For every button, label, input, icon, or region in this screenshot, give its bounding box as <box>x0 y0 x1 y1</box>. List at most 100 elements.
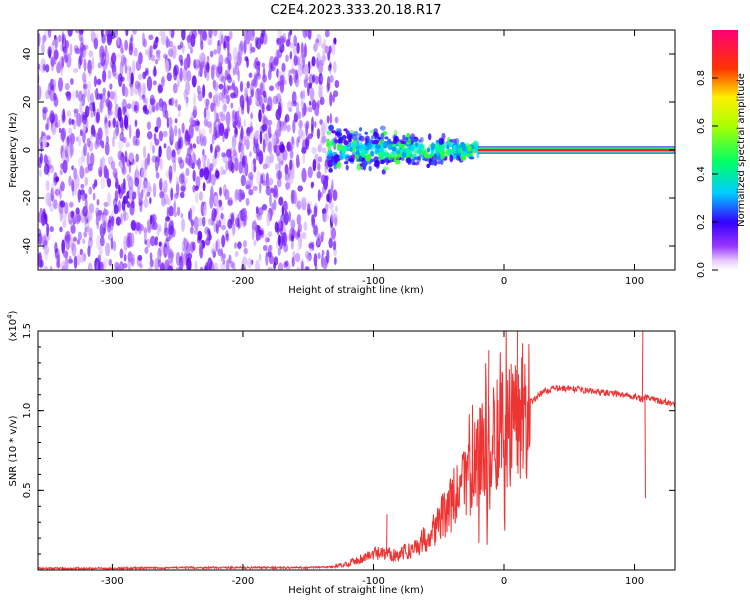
spectrogram-cell <box>47 46 52 58</box>
spectrogram-cell <box>119 248 124 259</box>
spectrogram-cell <box>273 56 279 62</box>
spectrogram-cell <box>71 239 75 252</box>
spectrogram-cell <box>321 186 326 194</box>
spectrogram-cell <box>123 211 129 222</box>
spectrogram-cell <box>149 252 153 261</box>
spectrogram-cell <box>370 150 375 157</box>
spectrogram-cell <box>39 152 43 164</box>
spectrogram-cell <box>249 121 253 134</box>
spectrogram-cell <box>327 159 334 168</box>
spectrogram-cell <box>365 147 370 151</box>
spectrogram-cell <box>133 104 138 112</box>
spectrogram-cell <box>248 72 253 78</box>
spectrogram-cell <box>262 245 268 251</box>
spectrogram-cell <box>116 120 119 128</box>
spectrogram-cell <box>228 30 233 40</box>
spectrogram-cell <box>333 153 339 162</box>
spectrogram-cell <box>320 174 326 185</box>
spectrogram-cell <box>110 237 114 250</box>
spectrogram-cell <box>42 108 47 121</box>
spectrogram-cell <box>254 36 259 48</box>
spectrogram-cell <box>295 101 300 117</box>
spectrogram-cell <box>234 250 239 257</box>
spectrogram-cell <box>235 120 241 128</box>
spectrogram-cell <box>218 91 223 101</box>
spectrogram-cell <box>321 147 327 154</box>
spectrogram-cell <box>185 80 191 96</box>
spectrogram-x-tick-label: -200 <box>232 276 255 287</box>
spectrogram-cell <box>174 141 180 151</box>
spectrogram-cell <box>445 149 449 158</box>
spectrogram-cell <box>303 122 308 129</box>
spectrogram-cell <box>56 186 60 198</box>
spectrogram-cell <box>109 83 113 90</box>
spectrogram-cell <box>181 218 186 232</box>
spectrogram-cell <box>382 151 387 158</box>
spectrogram-cell <box>203 265 208 270</box>
spectrogram-cell <box>101 214 108 229</box>
spectrogram-cell <box>115 124 120 137</box>
spectrogram-cell <box>314 102 320 117</box>
colorbar-gradient <box>712 30 738 270</box>
spectrogram-cell <box>256 60 261 66</box>
spectrogram-cell <box>245 32 251 45</box>
spectrogram-cell <box>277 80 281 87</box>
spectrogram-cell <box>325 203 329 213</box>
spectrogram-y-tick-label: 0 <box>22 147 33 153</box>
spectrogram-cell <box>71 119 75 125</box>
spectrogram-cell <box>195 175 201 189</box>
spectrogram-cell <box>180 185 186 192</box>
spectrogram-cell <box>43 163 50 175</box>
spectrogram-cell <box>290 219 296 230</box>
spectrogram-cell <box>259 130 263 145</box>
spectrogram-cell <box>133 47 138 57</box>
spectrogram-cell <box>158 98 164 108</box>
spectrogram-cell <box>306 252 311 262</box>
spectrogram-cell <box>80 183 85 189</box>
spectrogram-cell <box>66 136 70 146</box>
spectrogram-cell <box>228 254 232 264</box>
snr-y-tick-label: 1.5 <box>22 323 33 339</box>
spectrogram-cell <box>261 123 268 132</box>
spectrogram-cell <box>152 221 158 231</box>
spectrogram-cell <box>168 98 173 106</box>
spectrogram-cell <box>400 140 406 145</box>
spectrogram-cell <box>334 116 339 124</box>
spectrogram-cell <box>143 177 148 189</box>
spectrogram-cell <box>112 240 117 252</box>
chart-title: C2E4.2023.333.20.18.R17 <box>270 3 441 18</box>
spectrogram-cell <box>143 226 147 242</box>
spectrogram-cell <box>311 147 317 155</box>
spectrogram-cell <box>73 236 77 242</box>
spectrogram-cell <box>277 170 283 180</box>
spectrogram-cell <box>166 197 171 205</box>
spectrogram-cell <box>301 112 305 118</box>
spectrogram-cell <box>75 89 79 99</box>
spectrogram-cell <box>240 127 244 140</box>
spectrogram-cell <box>232 113 235 127</box>
spectrogram-cell <box>315 38 320 44</box>
spectrogram-cell <box>252 158 257 166</box>
spectrogram-cell <box>174 125 178 137</box>
spectrogram-cell <box>173 193 178 202</box>
spectrogram-cell <box>194 185 199 191</box>
spectrogram-cell <box>135 153 139 163</box>
spectrogram-cell <box>82 124 86 134</box>
spectrogram-cell <box>121 167 127 175</box>
spectrogram-cell <box>144 157 148 170</box>
spectrogram-cell <box>65 90 72 99</box>
spectrogram-cell <box>102 69 107 83</box>
spectrogram-cell <box>329 91 333 107</box>
spectrogram-cell <box>255 170 262 186</box>
spectrogram-cell <box>331 130 337 134</box>
spectrogram-cell <box>109 90 115 100</box>
spectrogram-y-tick-label: -20 <box>22 190 33 206</box>
spectrogram-cell <box>291 136 294 146</box>
spectrogram-cell <box>152 80 157 86</box>
spectrogram-cell <box>253 60 258 69</box>
spectrogram-cell <box>460 143 466 147</box>
spectrogram-cell <box>125 142 130 148</box>
spectrogram-cell <box>227 155 232 169</box>
spectrogram-cell <box>92 192 96 201</box>
spectrogram-cell <box>355 150 360 156</box>
